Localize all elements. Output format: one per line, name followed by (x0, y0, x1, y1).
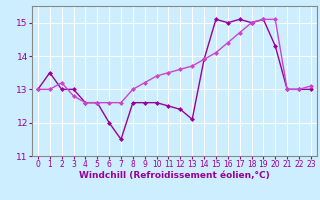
X-axis label: Windchill (Refroidissement éolien,°C): Windchill (Refroidissement éolien,°C) (79, 171, 270, 180)
